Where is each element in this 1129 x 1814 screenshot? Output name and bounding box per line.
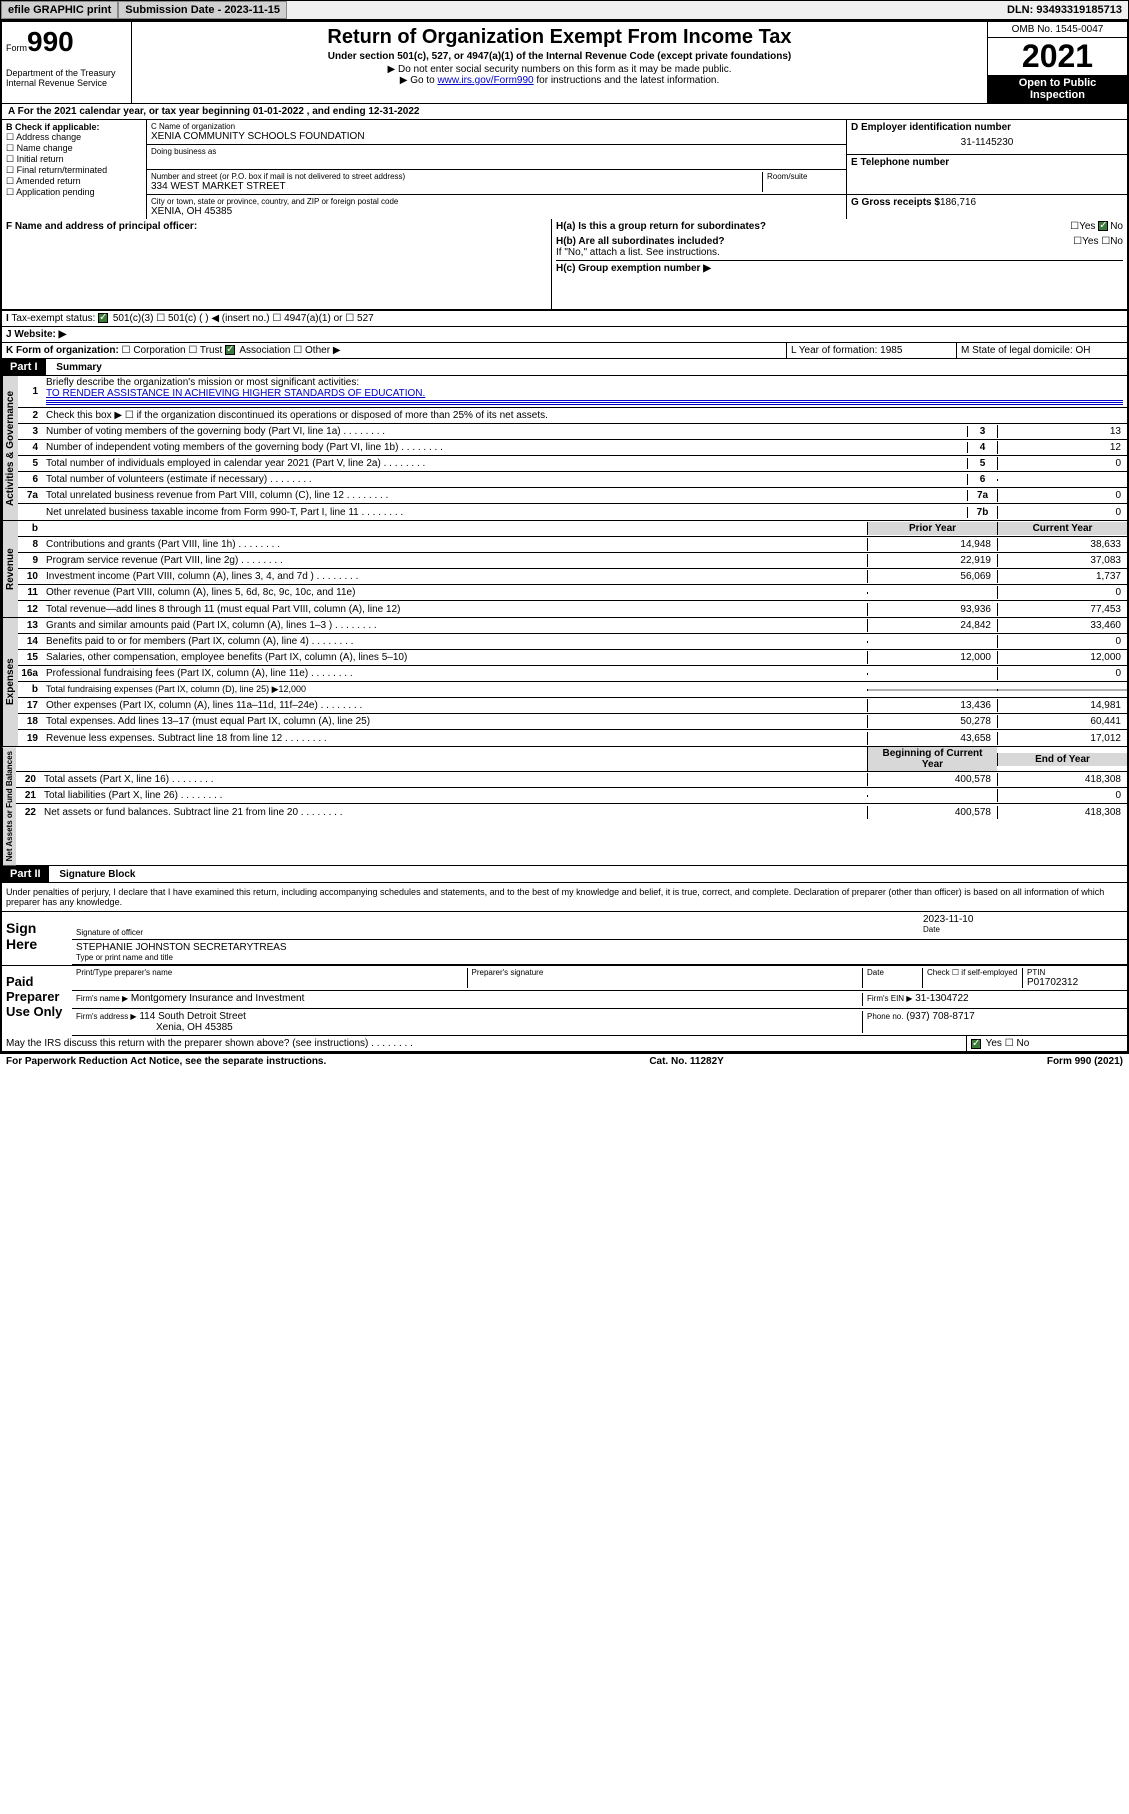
cat-number: Cat. No. 11282Y — [649, 1056, 723, 1067]
instruction-1: ▶ Do not enter social security numbers o… — [136, 64, 983, 75]
ein: 31-1145230 — [851, 133, 1123, 152]
firm-phone: (937) 708-8717 — [906, 1011, 974, 1022]
firm-ein: 31-1304722 — [915, 993, 968, 1004]
sign-here-section: Sign Here Signature of officer2023-11-10… — [2, 911, 1127, 965]
revenue-label: Revenue — [2, 521, 18, 617]
section-i: I Tax-exempt status: 501(c)(3) ☐ 501(c) … — [2, 310, 1127, 327]
section-klm: K Form of organization: ☐ Corporation ☐ … — [2, 343, 1127, 359]
form-header: Form990 Department of the Treasury Inter… — [2, 22, 1127, 104]
form990-link[interactable]: www.irs.gov/Form990 — [437, 75, 533, 86]
instruction-2: ▶ Go to www.irs.gov/Form990 for instruct… — [136, 75, 983, 86]
paperwork-notice: For Paperwork Reduction Act Notice, see … — [6, 1056, 326, 1067]
top-bar: efile GRAPHIC print Submission Date - 20… — [0, 0, 1129, 20]
governance-label: Activities & Governance — [2, 376, 18, 520]
year-formation: L Year of formation: 1985 — [787, 343, 957, 358]
org-city: XENIA, OH 45385 — [151, 206, 842, 217]
part-1-header: Part I Summary — [2, 359, 1127, 376]
tax-year: 2021 — [988, 38, 1127, 75]
form-label: Form — [6, 43, 27, 53]
form-main: Form990 Department of the Treasury Inter… — [0, 20, 1129, 1054]
part-2-header: Part II Signature Block — [2, 866, 1127, 883]
gross-receipts: 186,716 — [940, 197, 976, 208]
section-j: J Website: ▶ — [2, 327, 1127, 343]
declaration: Under penalties of perjury, I declare th… — [2, 883, 1127, 911]
revenue-section: Revenue bPrior YearCurrent Year 8Contrib… — [2, 521, 1127, 618]
omb-number: OMB No. 1545-0047 — [988, 22, 1127, 38]
section-de: D Employer identification number31-11452… — [847, 120, 1127, 219]
state-domicile: M State of legal domicile: OH — [957, 343, 1127, 358]
main-title: Return of Organization Exempt From Incom… — [136, 26, 983, 49]
section-b: B Check if applicable: ☐ Address change … — [2, 120, 147, 219]
discuss-row: May the IRS discuss this return with the… — [2, 1036, 1127, 1052]
form-version: Form 990 (2021) — [1047, 1056, 1123, 1067]
ptin: P01702312 — [1027, 977, 1123, 988]
officer-name: STEPHANIE JOHNSTON SECRETARYTREAS — [76, 942, 1123, 953]
footer: For Paperwork Reduction Act Notice, see … — [0, 1054, 1129, 1069]
submission-date: Submission Date - 2023-11-15 — [118, 1, 287, 19]
mission-text: TO RENDER ASSISTANCE IN ACHIEVING HIGHER… — [46, 388, 425, 399]
form-number: 990 — [27, 26, 74, 57]
org-name: XENIA COMMUNITY SCHOOLS FOUNDATION — [151, 131, 842, 142]
org-address: 334 WEST MARKET STREET — [151, 181, 762, 192]
section-abcde: B Check if applicable: ☐ Address change … — [2, 120, 1127, 219]
section-c: C Name of organizationXENIA COMMUNITY SC… — [147, 120, 847, 219]
paid-preparer-section: Paid Preparer Use Only Print/Type prepar… — [2, 965, 1127, 1036]
section-fh: F Name and address of principal officer:… — [2, 219, 1127, 310]
firm-name: Montgomery Insurance and Investment — [131, 993, 304, 1004]
governance-section: Activities & Governance 1Briefly describ… — [2, 376, 1127, 521]
expenses-label: Expenses — [2, 618, 18, 746]
balance-section: Net Assets or Fund Balances Beginning of… — [2, 747, 1127, 866]
department: Department of the Treasury Internal Reve… — [6, 68, 127, 88]
subtitle: Under section 501(c), 527, or 4947(a)(1)… — [136, 51, 983, 62]
efile-button[interactable]: efile GRAPHIC print — [1, 1, 118, 19]
dln: DLN: 93493319185713 — [1001, 2, 1128, 18]
firm-address: 114 South Detroit Street — [139, 1011, 246, 1022]
open-public-badge: Open to Public Inspection — [988, 75, 1127, 103]
expenses-section: Expenses 13Grants and similar amounts pa… — [2, 618, 1127, 747]
balance-label: Net Assets or Fund Balances — [2, 747, 16, 865]
period-row: A For the 2021 calendar year, or tax yea… — [2, 104, 1127, 120]
